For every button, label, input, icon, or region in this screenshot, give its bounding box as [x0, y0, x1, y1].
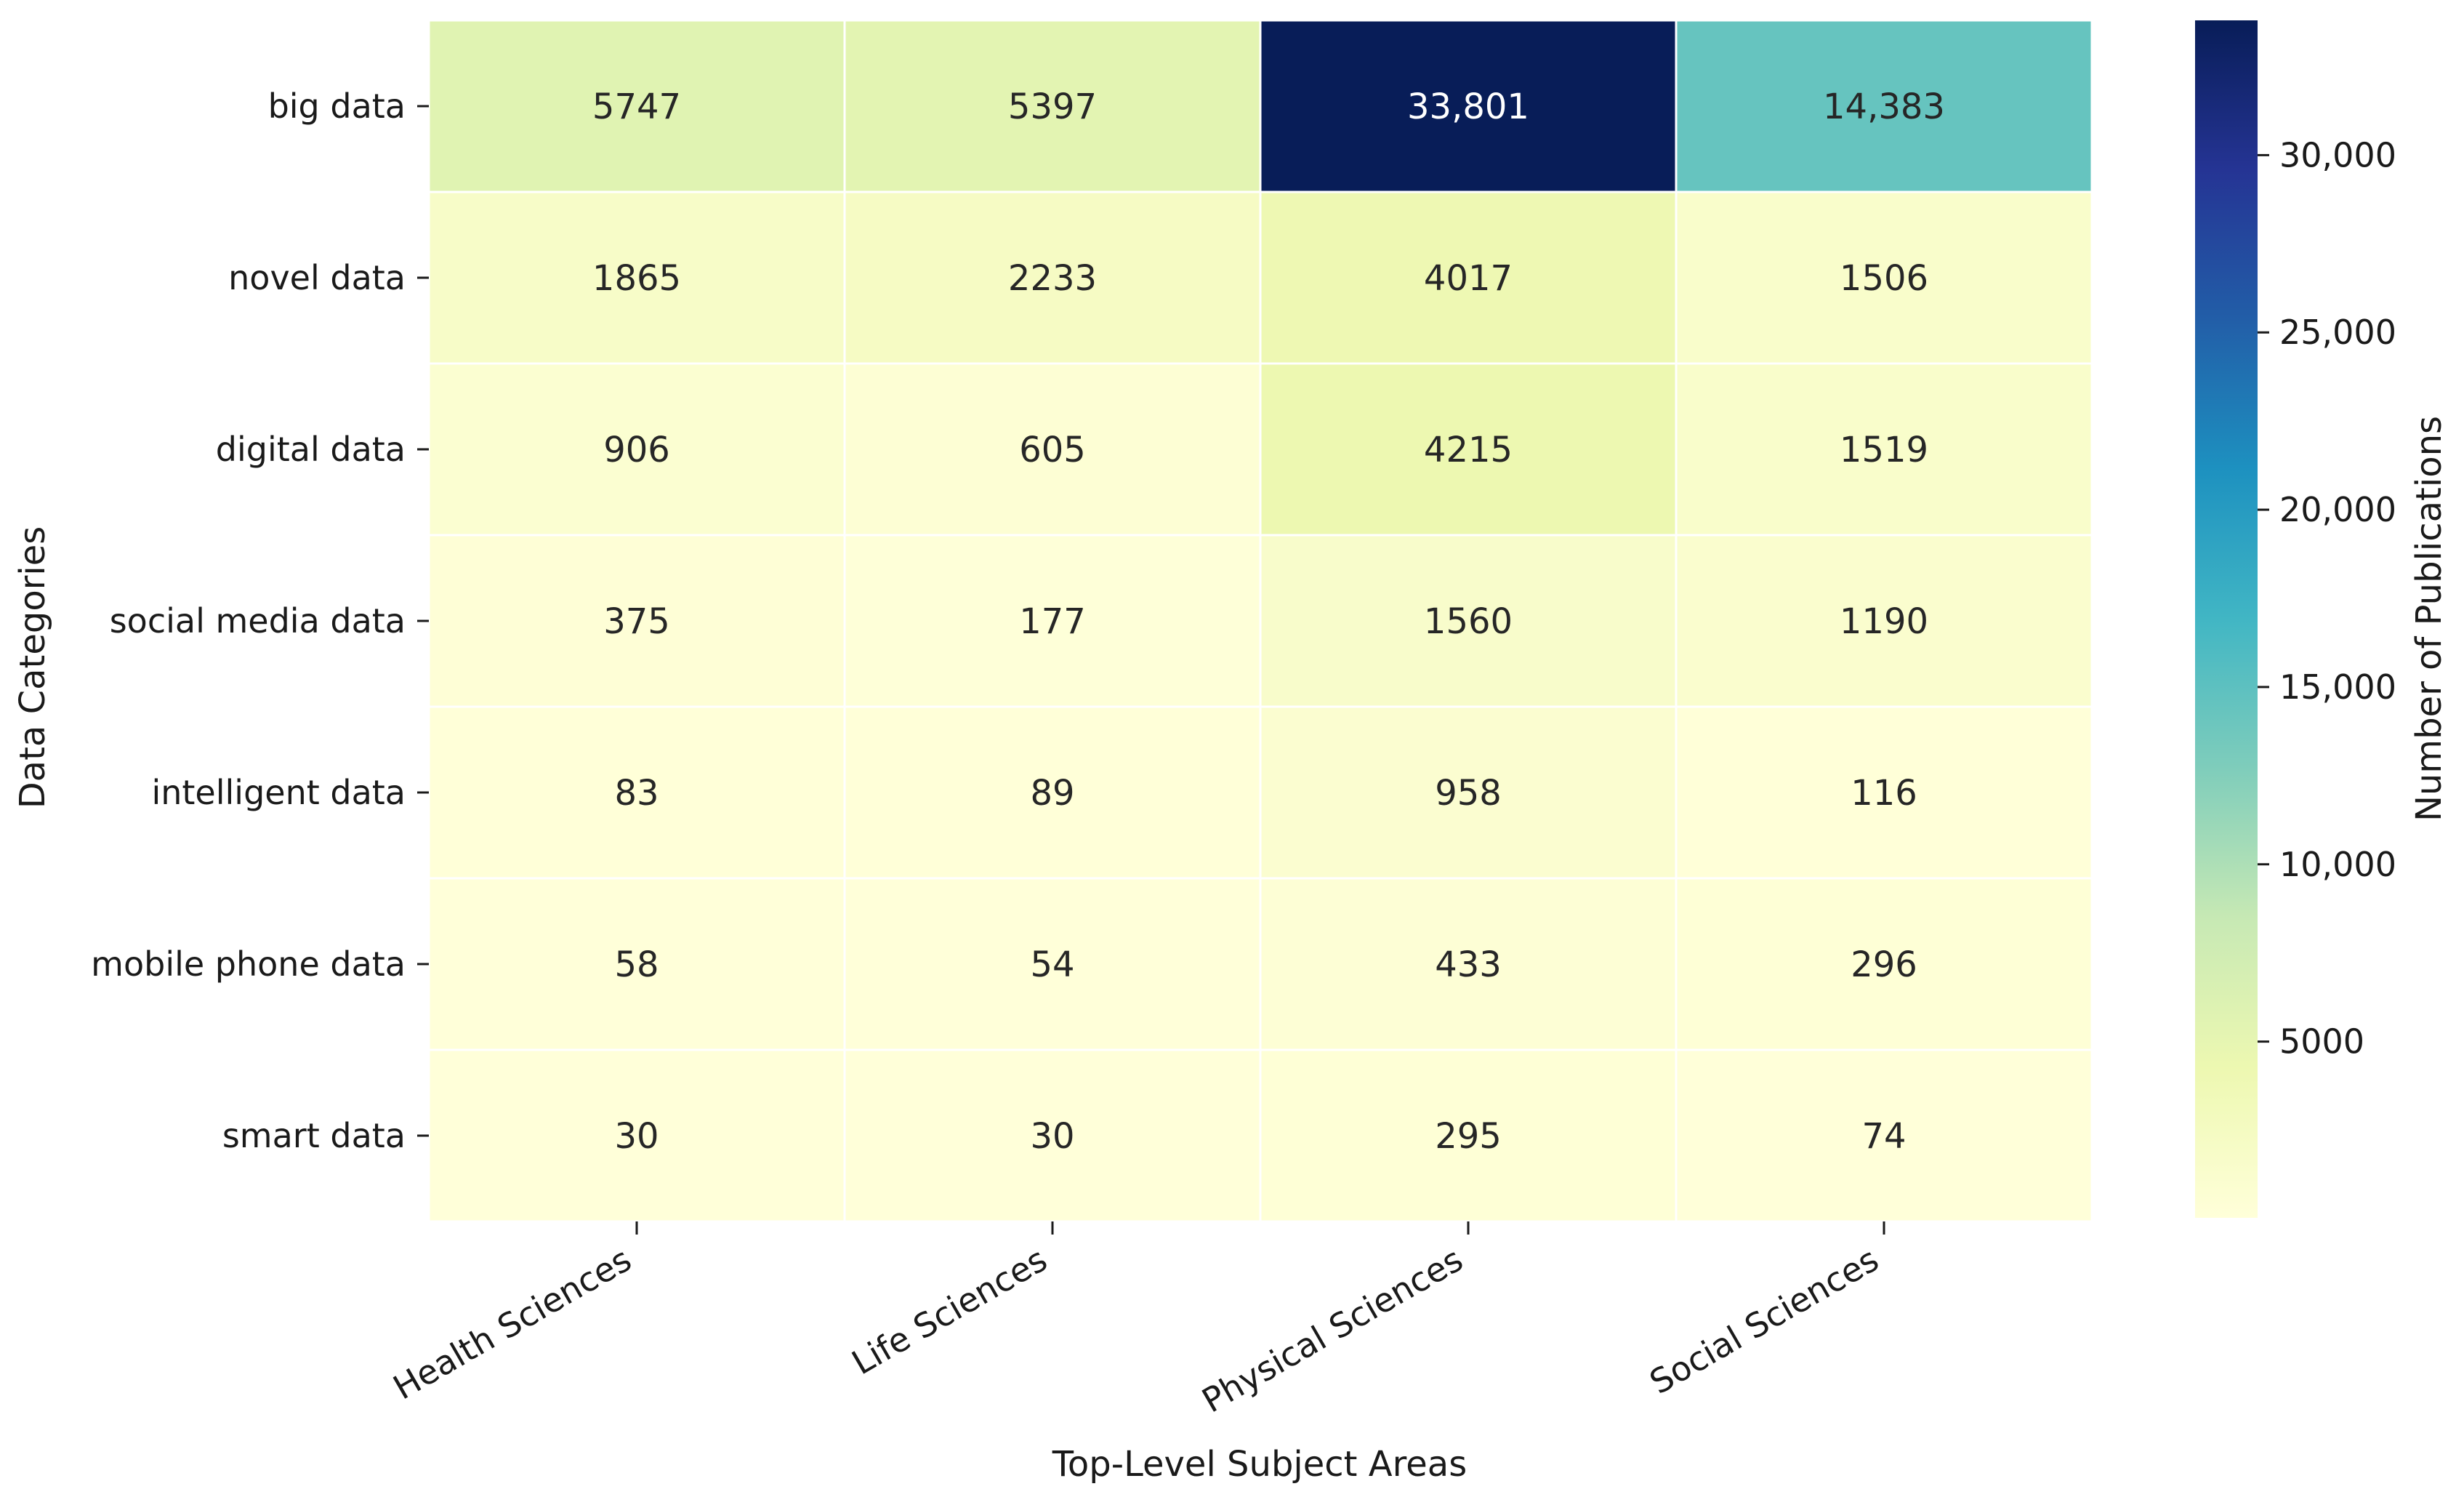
- y-tick-label: smart data: [222, 1116, 406, 1155]
- x-tick-label: Life Sciences: [845, 1240, 1054, 1383]
- cell-value-label: 116: [1851, 773, 1917, 814]
- cell-value-label: 906: [603, 430, 670, 470]
- colorbar-ticks: 5000 10,000 15,000 20,000 25,000 30,000: [2258, 135, 2396, 1061]
- cell-value-label: 958: [1435, 773, 1502, 814]
- heatmap-cell: [1675, 1048, 2093, 1223]
- heatmap-cell: [843, 362, 1262, 537]
- cell-value-label: 5747: [592, 87, 681, 127]
- heatmap-cell: [1675, 19, 2093, 193]
- x-tick-label: Social Sciences: [1643, 1240, 1885, 1402]
- heatmap-cell: [427, 534, 846, 708]
- cell-value-label: 296: [1851, 944, 1917, 985]
- cell-value-label: 1190: [1840, 601, 1928, 642]
- heatmap-cell: [1259, 705, 1678, 880]
- cell-value-label: 375: [603, 601, 670, 642]
- heatmap-cells: [427, 19, 2093, 1223]
- y-tick-label: novel data: [228, 258, 406, 297]
- heatmap-cell: [1259, 19, 1678, 193]
- heatmap-cell: [843, 877, 1262, 1051]
- heatmap-cell: [427, 19, 846, 193]
- heatmap-cell: [1675, 362, 2093, 537]
- heatmap-cell: [427, 190, 846, 365]
- cell-value-label: 33,801: [1407, 87, 1529, 127]
- heatmap-cell: [1259, 534, 1678, 708]
- heatmap-cell: [427, 705, 846, 880]
- cell-value-label: 4215: [1424, 430, 1513, 470]
- heatmap-cell: [1259, 877, 1678, 1051]
- cell-value-label: 433: [1435, 944, 1502, 985]
- heatmap-cell-labels: 5747 5397 33,801 14,383 1865 2233 4017 1506 906 6…: [592, 87, 1945, 1157]
- cell-value-label: 177: [1019, 601, 1086, 642]
- cell-value-label: 1519: [1840, 430, 1928, 470]
- cell-value-label: 89: [1030, 773, 1074, 814]
- x-axis-label: Top-Level Subject Areas: [1052, 1444, 1467, 1485]
- cell-value-label: 54: [1030, 944, 1074, 985]
- heatmap-cell: [1675, 190, 2093, 365]
- y-axis-label: Data Categories: [12, 526, 53, 809]
- cell-value-label: 1865: [592, 258, 681, 299]
- colorbar-tick-label: 20,000: [2279, 490, 2396, 529]
- heatmap-cell: [1675, 877, 2093, 1051]
- cell-value-label: 1560: [1424, 601, 1513, 642]
- y-tick-label: intelligent data: [151, 773, 406, 812]
- cell-value-label: 5397: [1008, 87, 1097, 127]
- colorbar-tick-label: 30,000: [2279, 135, 2396, 174]
- y-tick-label: social media data: [110, 601, 406, 641]
- cell-value-label: 30: [614, 1116, 659, 1157]
- colorbar: [2195, 20, 2258, 1218]
- cell-value-label: 1506: [1840, 258, 1928, 299]
- cell-value-label: 2233: [1008, 258, 1097, 299]
- cell-value-label: 295: [1435, 1116, 1502, 1157]
- colorbar-tick-label: 15,000: [2279, 667, 2396, 707]
- colorbar-label: Number of Publications: [2409, 416, 2449, 822]
- heatmap-cell: [427, 1048, 846, 1223]
- heatmap-cell: [427, 877, 846, 1051]
- cell-value-label: 14,383: [1823, 87, 1945, 127]
- heatmap-cell: [843, 19, 1262, 193]
- heatmap-cell: [843, 534, 1262, 708]
- y-axis-ticks: big data novel data digital data social med…: [91, 87, 429, 1155]
- heatmap-cell: [1259, 1048, 1678, 1223]
- colorbar-tick-label: 5000: [2279, 1022, 2364, 1061]
- x-tick-label: Physical Sciences: [1196, 1240, 1470, 1421]
- y-tick-label: digital data: [216, 430, 406, 469]
- cell-value-label: 30: [1030, 1116, 1074, 1157]
- cell-value-label: 58: [614, 944, 659, 985]
- cell-value-label: 605: [1019, 430, 1086, 470]
- colorbar-tick-label: 10,000: [2279, 845, 2396, 884]
- heatmap-cell: [1675, 705, 2093, 880]
- y-tick-label: big data: [268, 87, 406, 126]
- y-tick-label: mobile phone data: [91, 944, 406, 984]
- heatmap-cell: [843, 705, 1262, 880]
- heatmap-cell: [1675, 534, 2093, 708]
- heatmap-cell: [843, 190, 1262, 365]
- x-tick-label: Health Sciences: [387, 1240, 638, 1408]
- cell-value-label: 4017: [1424, 258, 1513, 299]
- cell-value-label: 74: [1861, 1116, 1906, 1157]
- cell-value-label: 83: [614, 773, 659, 814]
- colorbar-tick-label: 25,000: [2279, 313, 2396, 352]
- x-axis-ticks: Health Sciences Life Sciences Physical Sci…: [387, 1221, 1885, 1421]
